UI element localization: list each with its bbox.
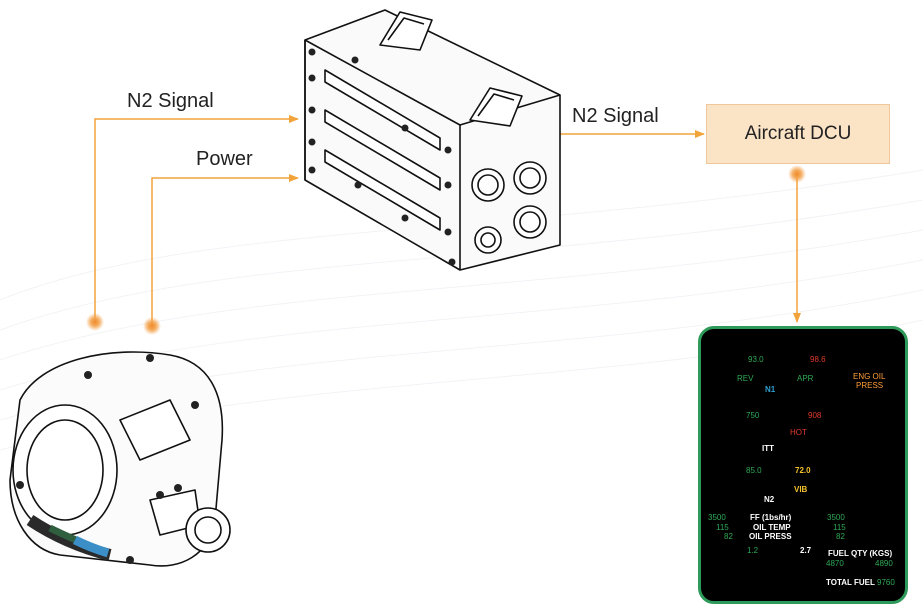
total-fuel-value: 9760: [877, 578, 895, 587]
oil-press-left-value: 82: [724, 532, 733, 541]
power-line: [151, 174, 299, 326]
itt-left-value: 750: [746, 411, 760, 420]
engine-display-panel: [698, 326, 908, 604]
control-unit-drawing: [304, 9, 561, 271]
eng-oil-line1: ENG OIL: [853, 372, 886, 381]
ff-left-value: 3500: [708, 513, 726, 522]
itt-hot-tag: HOT: [790, 428, 807, 437]
n1-label: N1: [765, 385, 776, 394]
oil-temp-right-value: 115: [833, 523, 846, 532]
oil-temp-left-value: 115: [716, 523, 729, 532]
connector-dot: [86, 313, 104, 331]
n2-signal-left-line: [94, 115, 299, 322]
gauge-a-value: 1.2: [747, 546, 759, 555]
power-label: Power: [196, 148, 253, 170]
aircraft-dcu-label: Aircraft DCU: [744, 123, 852, 144]
eng-oil-line2: PRESS: [856, 381, 884, 390]
gauge-b-value: 2.7: [800, 546, 812, 555]
aircraft-dcu-box: Aircraft DCU: [706, 104, 890, 164]
n1-rev-tag: REV: [737, 374, 754, 383]
total-fuel-label: TOTAL FUEL: [826, 578, 875, 587]
n1-apr-value: 98.6: [810, 355, 826, 364]
n2-right-value: 72.0: [795, 466, 811, 475]
connector-dot: [788, 165, 806, 183]
fuel-qty-label: FUEL QTY (KGS): [828, 549, 893, 558]
ff-label: FF (1bs/hr): [750, 513, 792, 522]
fuel-right-value: 4890: [875, 559, 893, 568]
oil-press-label: OIL PRESS: [749, 532, 792, 541]
generator-drawing: [9, 351, 231, 567]
itt-right-value: 908: [808, 411, 822, 420]
fuel-left-value: 4870: [826, 559, 844, 568]
n2-signal-left-label: N2 Signal: [127, 90, 214, 112]
itt-label: ITT: [762, 444, 774, 453]
n1-apr-tag: APR: [797, 374, 814, 383]
n2-signal-right-label: N2 Signal: [572, 105, 659, 127]
n2-label: N2: [764, 495, 775, 504]
oil-temp-label: OIL TEMP: [753, 523, 791, 532]
oil-press-right-value: 82: [836, 532, 845, 541]
connector-dot: [143, 317, 161, 335]
n2-vib-tag: VIB: [794, 485, 808, 494]
n2-left-value: 85.0: [746, 466, 762, 475]
ff-right-value: 3500: [827, 513, 845, 522]
n1-rev-value: 93.0: [748, 355, 764, 364]
connectors: [94, 115, 801, 326]
